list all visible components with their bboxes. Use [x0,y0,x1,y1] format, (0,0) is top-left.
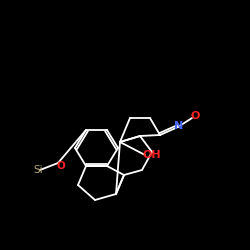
Text: N: N [174,121,184,131]
Text: Si: Si [33,165,43,175]
Text: OH: OH [143,150,161,160]
Text: O: O [56,161,66,171]
Text: O: O [190,111,200,121]
